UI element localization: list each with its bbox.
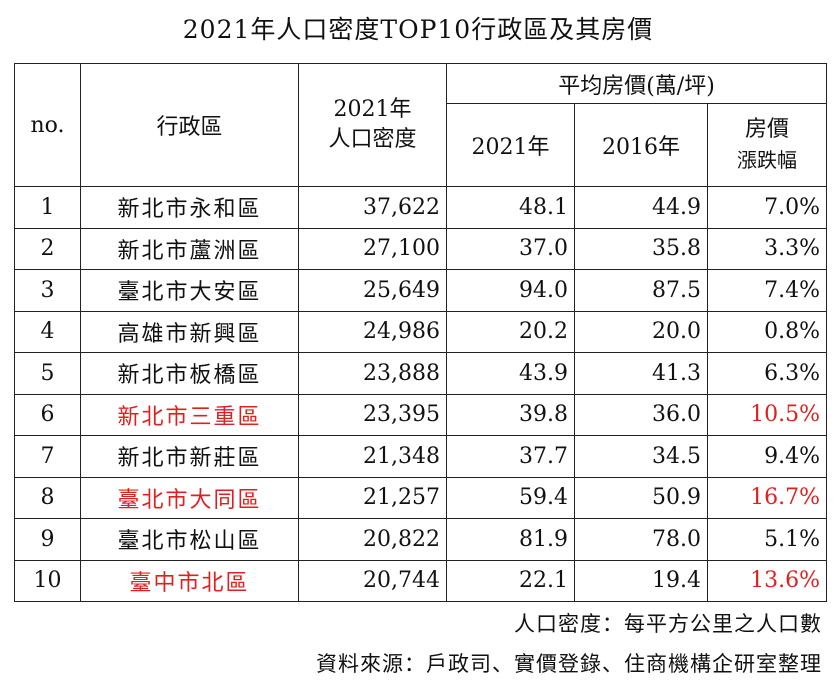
cell-change: 7.0% [707,186,827,229]
cell-district: 新北市三重區 [80,393,299,436]
cell-price-2016: 34.5 [574,435,708,478]
cell-price-2021: 20.2 [446,310,575,353]
cell-no: 4 [14,310,81,353]
table-row: 9 臺北市松山區 20,822 81.9 78.0 5.1% [14,518,827,561]
cell-density: 25,649 [298,269,447,312]
cell-change: 6.3% [707,352,827,395]
table-row: 8 臺北市大同區 21,257 59.4 50.9 16.7% [14,476,827,519]
table-row: 6 新北市三重區 23,395 39.8 36.0 10.5% [14,393,827,436]
cell-district: 新北市板橋區 [80,352,299,395]
header-density-line2: 人口密度 [328,127,417,152]
cell-no: 7 [14,435,81,478]
cell-density: 20,744 [298,559,447,602]
density-price-table: no. 行政區 2021年 人口密度 平均房價(萬/坪) 2021年 2016年… [14,63,827,602]
table-row: 10 臺中市北區 20,744 22.1 19.4 13.6% [14,559,827,602]
cell-district: 新北市蘆洲區 [80,227,299,270]
cell-price-2016: 44.9 [574,186,708,229]
cell-price-2021: 59.4 [446,476,575,519]
cell-density: 23,888 [298,352,447,395]
cell-price-2021: 43.9 [446,352,575,395]
cell-change: 9.4% [707,435,827,478]
table-row: 7 新北市新莊區 21,348 37.7 34.5 9.4% [14,435,827,478]
header-price-2016: 2016年 [574,103,708,187]
cell-change: 7.4% [707,269,827,312]
cell-price-2021: 94.0 [446,269,575,312]
cell-price-2021: 48.1 [446,186,575,229]
header-change-line2: 漲跌幅 [737,148,797,172]
cell-district: 臺北市大安區 [80,269,299,312]
cell-no: 10 [14,559,81,602]
header-price-2021: 2021年 [446,103,575,187]
cell-district: 臺北市松山區 [80,518,299,561]
header-no: no. [14,63,81,187]
cell-density: 21,257 [298,476,447,519]
table-body: 1 新北市永和區 37,622 48.1 44.9 7.0% 2 新北市蘆洲區 27,100 37… [14,186,827,602]
cell-price-2016: 36.0 [574,393,708,436]
cell-density: 27,100 [298,227,447,270]
cell-price-2021: 39.8 [446,393,575,436]
cell-price-2021: 37.0 [446,227,575,270]
cell-district: 新北市永和區 [80,186,299,229]
cell-change: 16.7% [707,476,827,519]
cell-district: 高雄市新興區 [80,310,299,353]
cell-density: 21,348 [298,435,447,478]
cell-price-2021: 81.9 [446,518,575,561]
cell-district: 臺中市北區 [80,559,299,602]
header-density: 2021年 人口密度 [298,63,447,187]
cell-price-2021: 37.7 [446,435,575,478]
cell-change: 5.1% [707,518,827,561]
cell-no: 9 [14,518,81,561]
table-title: 2021年人口密度TOP10行政區及其房價 [182,15,654,44]
cell-change: 3.3% [707,227,827,270]
cell-district: 新北市新莊區 [80,435,299,478]
source-note: 資料來源：戶政司、實價登錄、住商機構企研室整理 [316,652,822,676]
cell-no: 6 [14,393,81,436]
cell-price-2016: 78.0 [574,518,708,561]
cell-price-2016: 19.4 [574,559,708,602]
cell-density: 20,822 [298,518,447,561]
table-row: 1 新北市永和區 37,622 48.1 44.9 7.0% [14,186,827,229]
header-price-group: 平均房價(萬/坪) [446,63,827,104]
cell-change: 0.8% [707,310,827,353]
cell-price-2016: 35.8 [574,227,708,270]
table-row: 4 高雄市新興區 24,986 20.2 20.0 0.8% [14,310,827,353]
header-change: 房價 漲跌幅 [707,103,827,187]
table-row: 3 臺北市大安區 25,649 94.0 87.5 7.4% [14,269,827,312]
cell-change: 13.6% [707,559,827,602]
cell-price-2016: 20.0 [574,310,708,353]
cell-density: 23,395 [298,393,447,436]
table-row: 5 新北市板橋區 23,888 43.9 41.3 6.3% [14,352,827,395]
cell-change: 10.5% [707,393,827,436]
table-row: 2 新北市蘆洲區 27,100 37.0 35.8 3.3% [14,227,827,270]
cell-district: 臺北市大同區 [80,476,299,519]
cell-density: 37,622 [298,186,447,229]
cell-no: 2 [14,227,81,270]
cell-price-2016: 41.3 [574,352,708,395]
cell-price-2016: 50.9 [574,476,708,519]
header-district: 行政區 [80,63,299,187]
cell-no: 1 [14,186,81,229]
cell-no: 8 [14,476,81,519]
header-density-line1: 2021年 [333,97,412,122]
cell-no: 3 [14,269,81,312]
cell-price-2016: 87.5 [574,269,708,312]
cell-price-2021: 22.1 [446,559,575,602]
cell-no: 5 [14,352,81,395]
cell-density: 24,986 [298,310,447,353]
header-change-line1: 房價 [744,117,789,142]
density-note: 人口密度：每平方公里之人口數 [514,612,822,636]
